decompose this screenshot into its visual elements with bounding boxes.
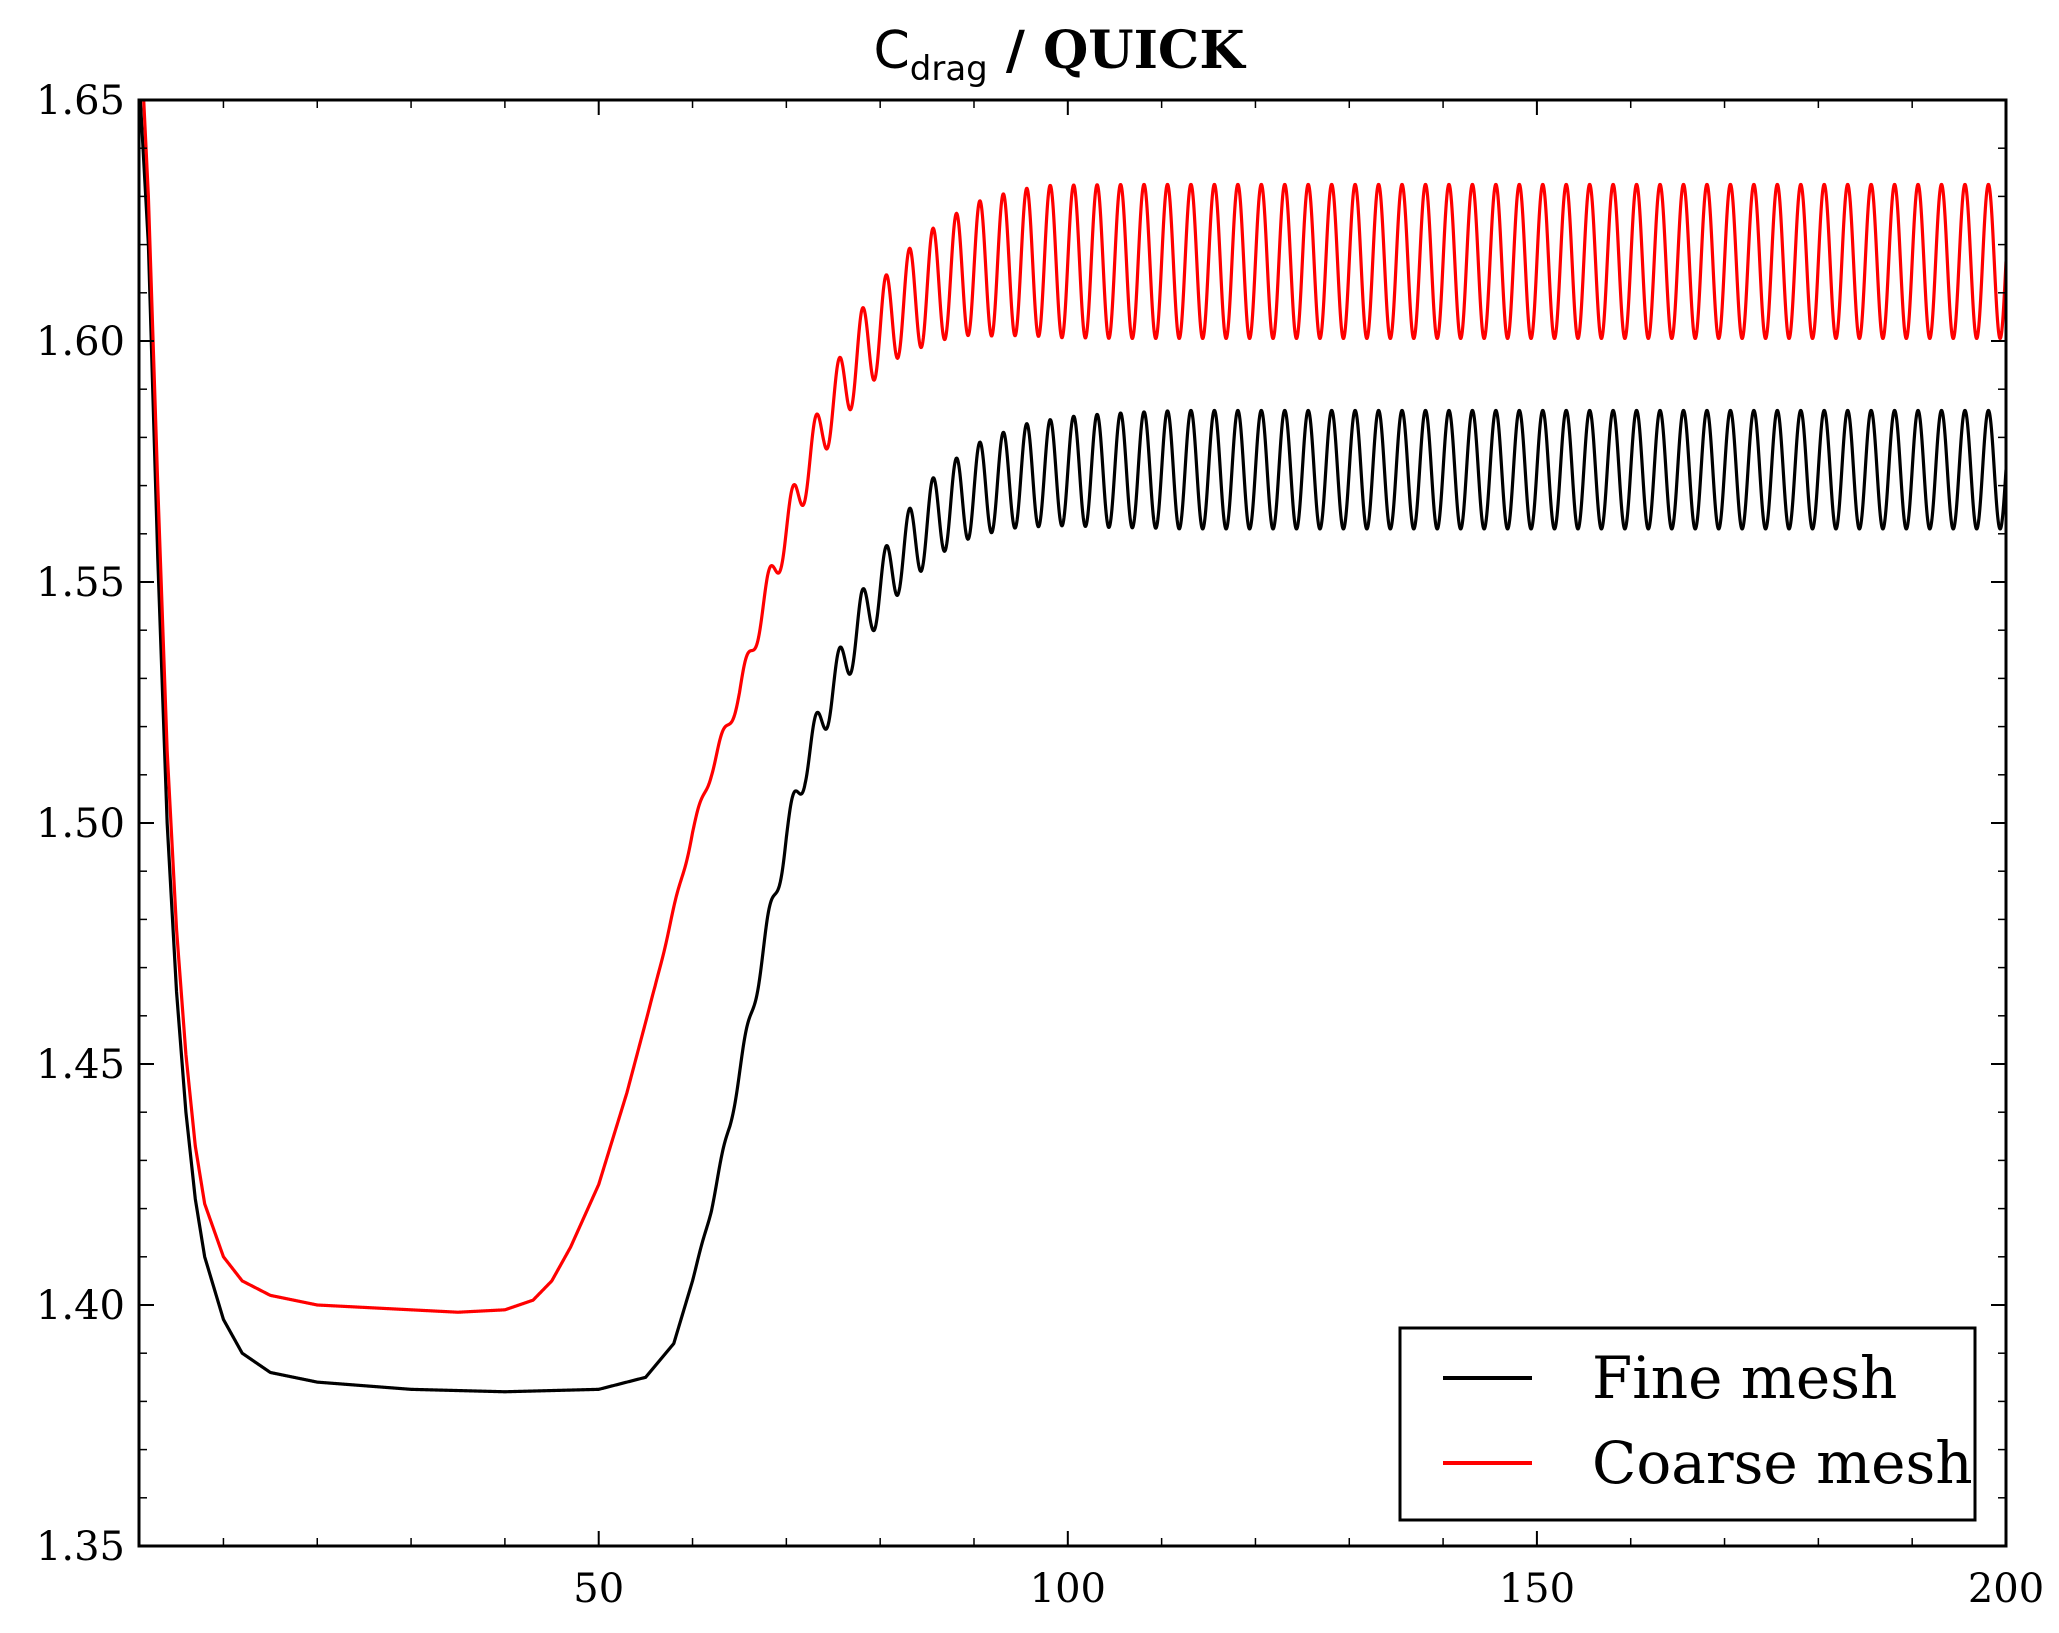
series-line-coarse-mesh: [142, 100, 2006, 1314]
series-layer: [139, 100, 2006, 1394]
x-tick-label: 200: [1968, 1566, 2044, 1612]
title-suffix: / QUICK: [988, 20, 1247, 81]
plot-frame: [137, 98, 2008, 1548]
chart-title: Cdrag / QUICK: [873, 20, 1246, 89]
y-tick-label: 1.55: [36, 560, 125, 606]
y-tick-label: 1.50: [36, 801, 125, 847]
series-line-fine-mesh: [139, 100, 2006, 1394]
title-subscript: drag: [910, 49, 988, 89]
title-prefix: C: [873, 21, 909, 81]
x-tick-label: 100: [1030, 1566, 1106, 1612]
ticks-layer: 1.35 1.40 1.45 1.50 1.55 1.60 1.65 50 100 150 200: [36, 78, 2044, 1612]
y-tick-label: 1.35: [36, 1524, 125, 1570]
x-tick-label: 150: [1499, 1566, 1575, 1612]
y-tick-label: 1.60: [36, 319, 125, 365]
y-tick-label: 1.45: [36, 1042, 125, 1088]
x-tick-label: 50: [573, 1566, 624, 1612]
legend-box: [1398, 1326, 1977, 1522]
y-tick-label: 1.65: [36, 78, 125, 124]
y-tick-label: 1.40: [36, 1283, 125, 1329]
legend-label-fine-mesh: Fine mesh: [1592, 1344, 1897, 1412]
legend-label-coarse-mesh: Coarse mesh: [1592, 1429, 1973, 1497]
legend: Fine mesh Coarse mesh: [1398, 1326, 1977, 1522]
